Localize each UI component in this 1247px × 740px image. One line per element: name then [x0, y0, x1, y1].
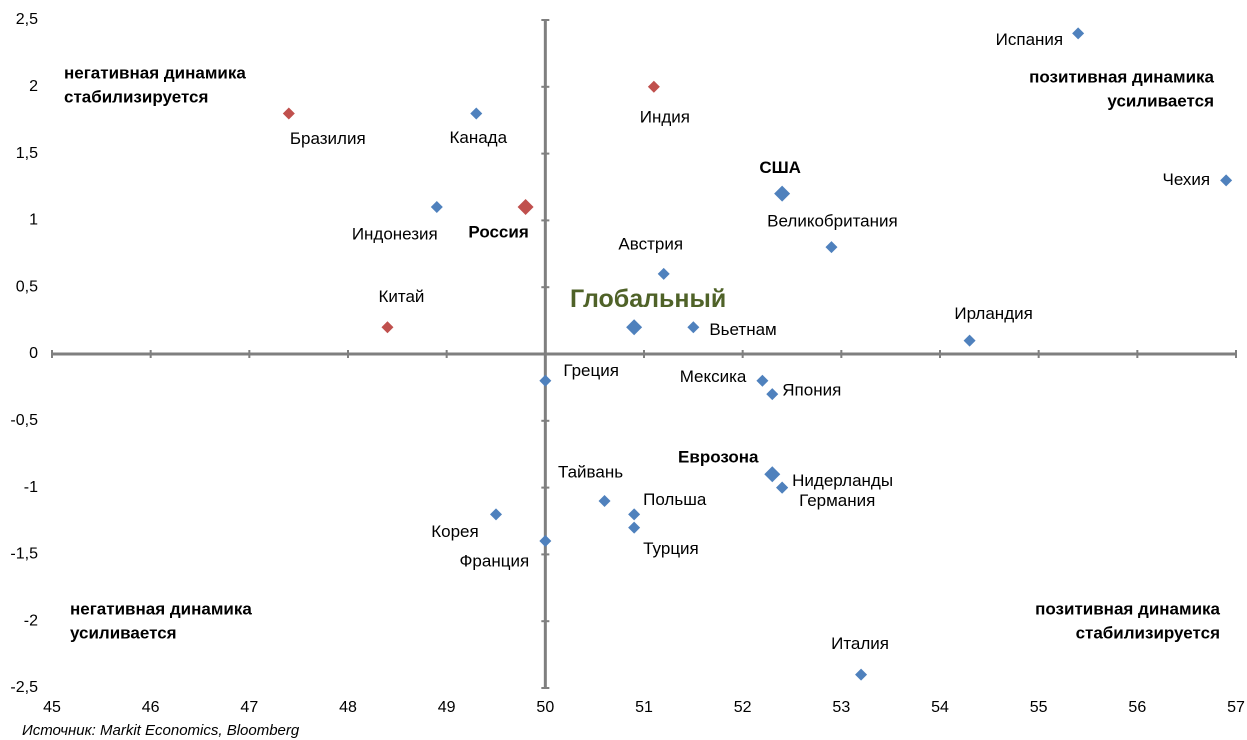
- point: [626, 319, 643, 336]
- point-label: Россия: [468, 223, 528, 242]
- point-label: Италия: [831, 634, 889, 653]
- annotation: усиливается: [1107, 91, 1214, 110]
- point: [687, 321, 700, 334]
- y-tick-label: 2: [29, 78, 38, 95]
- point: [470, 107, 483, 120]
- y-tick-label: -1,5: [10, 546, 38, 563]
- y-tick-label: -1: [24, 479, 38, 496]
- x-tick-label: 48: [339, 699, 357, 716]
- x-tick-label: 56: [1128, 699, 1146, 716]
- point-label: Польша: [643, 490, 707, 509]
- x-tick-label: 49: [438, 699, 456, 716]
- point: [963, 334, 976, 347]
- point: [647, 80, 660, 93]
- point-label: Корея: [431, 522, 478, 541]
- point-label: Испания: [996, 30, 1063, 49]
- x-tick-label: 51: [635, 699, 653, 716]
- y-tick-label: -0,5: [10, 412, 38, 429]
- point: [539, 374, 552, 387]
- point-label: Греция: [563, 361, 619, 380]
- point-label: Германия: [799, 491, 875, 510]
- point: [282, 107, 295, 120]
- point-label: Турция: [643, 539, 699, 558]
- point-label: США: [759, 158, 801, 177]
- point: [381, 321, 394, 334]
- point-label: Еврозона: [678, 448, 759, 467]
- x-tick-label: 46: [142, 699, 160, 716]
- point-label: Индия: [640, 107, 690, 126]
- annotation: стабилизируется: [1076, 623, 1220, 642]
- point-label: Глобальный: [570, 285, 726, 313]
- point-label: Япония: [782, 381, 841, 400]
- point: [598, 494, 611, 507]
- y-tick-label: -2,5: [10, 679, 38, 696]
- point-label: Бразилия: [290, 129, 366, 148]
- point: [855, 668, 868, 681]
- source: Источник: Markit Economics, Bloomberg: [22, 722, 300, 739]
- y-tick-label: 1,5: [16, 145, 38, 162]
- point: [766, 388, 779, 401]
- point-label: Канада: [449, 128, 507, 147]
- point: [756, 374, 769, 387]
- point: [628, 508, 641, 521]
- x-tick-label: 54: [931, 699, 949, 716]
- point-label: Великобритания: [767, 212, 898, 231]
- annotation: позитивная динамика: [1035, 599, 1220, 618]
- point: [657, 267, 670, 280]
- point-label: Ирландия: [954, 304, 1032, 323]
- point-label: Нидерланды: [792, 471, 893, 490]
- x-tick-label: 47: [240, 699, 258, 716]
- point-label: Китай: [378, 287, 424, 306]
- point-label: Мексика: [680, 367, 747, 386]
- y-tick-label: 1: [29, 212, 38, 229]
- annotation: усиливается: [70, 623, 177, 642]
- point: [517, 199, 534, 216]
- point: [825, 241, 838, 254]
- point: [1072, 27, 1085, 40]
- x-tick-label: 57: [1227, 699, 1245, 716]
- point: [774, 185, 791, 202]
- annotation: стабилизируется: [64, 87, 208, 106]
- point: [539, 535, 552, 548]
- point: [1220, 174, 1233, 187]
- annotation: позитивная динамика: [1029, 67, 1214, 86]
- annotation: негативная динамика: [70, 599, 252, 618]
- annotation: негативная динамика: [64, 63, 246, 82]
- y-tick-label: 2,5: [16, 11, 38, 28]
- point-label: Австрия: [618, 234, 683, 253]
- point-label: Вьетнам: [709, 320, 776, 339]
- x-tick-label: 52: [734, 699, 752, 716]
- point-label: Франция: [459, 552, 529, 571]
- point: [764, 466, 781, 483]
- x-tick-label: 50: [536, 699, 554, 716]
- y-tick-label: 0: [29, 345, 38, 362]
- x-tick-label: 55: [1030, 699, 1048, 716]
- x-tick-label: 53: [832, 699, 850, 716]
- point: [628, 521, 641, 534]
- y-tick-label: -2: [24, 612, 38, 629]
- x-tick-label: 45: [43, 699, 61, 716]
- y-tick-label: 0,5: [16, 278, 38, 295]
- point: [776, 481, 789, 494]
- point-label: Чехия: [1163, 170, 1211, 189]
- point: [490, 508, 502, 521]
- point: [430, 201, 443, 214]
- point-label: Индонезия: [352, 225, 438, 244]
- point-label: Тайвань: [558, 462, 623, 481]
